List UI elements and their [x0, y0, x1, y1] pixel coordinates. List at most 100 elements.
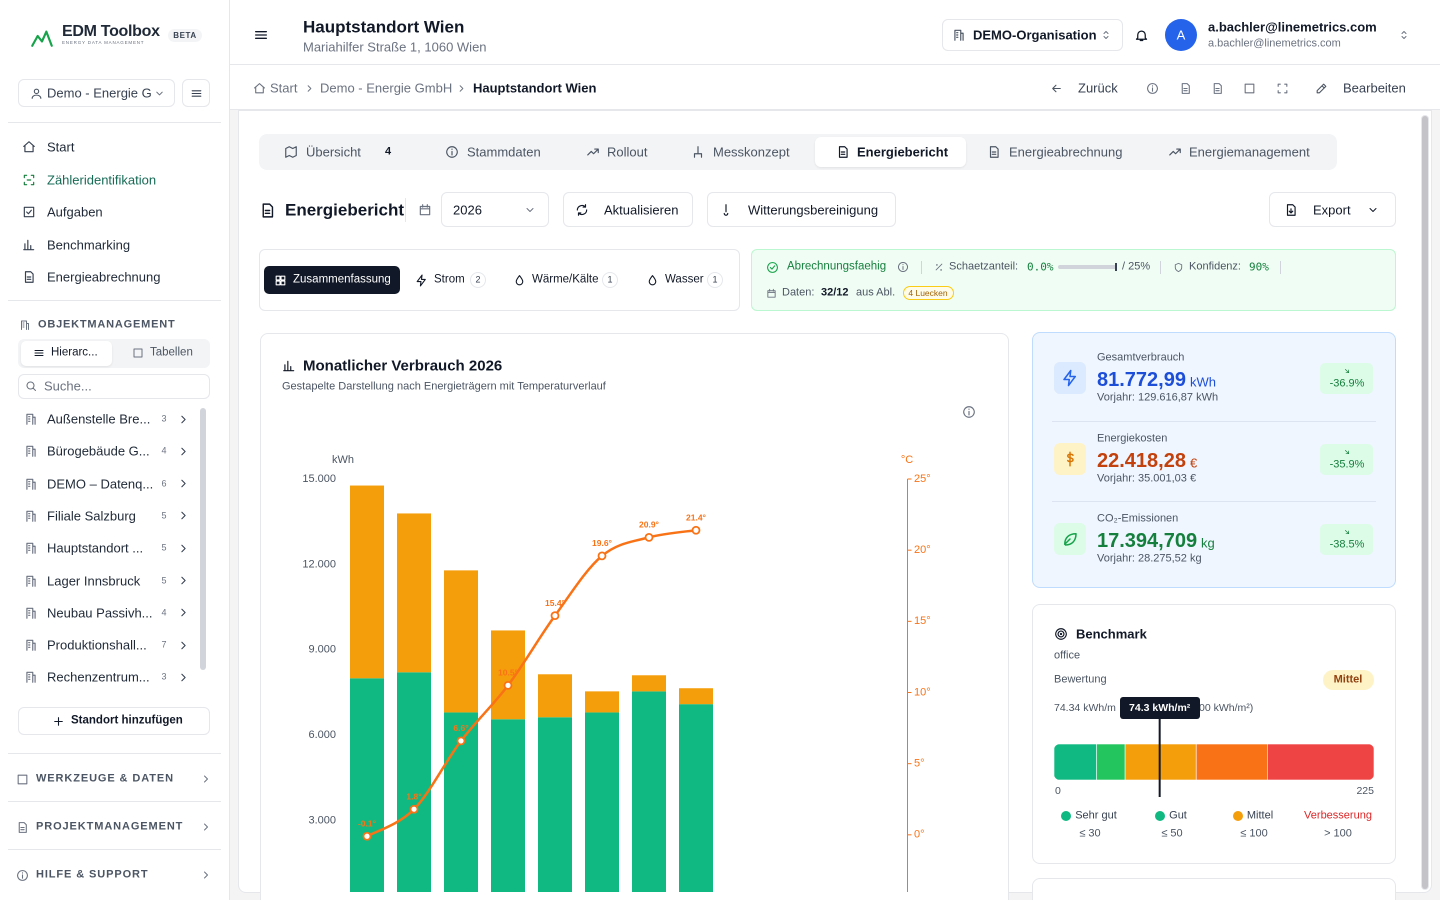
- site-name[interactable]: Lager Innsbruck: [47, 573, 141, 588]
- site-name[interactable]: Hauptstandort ...: [47, 540, 144, 556]
- add-site[interactable]: [18, 707, 210, 735]
- bar: [632, 691, 666, 892]
- site-name[interactable]: DEMO – Datenq...: [47, 476, 154, 492]
- breadcrumb[interactable]: Demo - Energie GmbH: [320, 80, 453, 96]
- legend-label: Sehr gut: [1075, 809, 1117, 822]
- tab[interactable]: Übersicht: [306, 144, 361, 160]
- org-name[interactable]: DEMO-Organisation: [973, 27, 1097, 43]
- filter[interactable]: Wärme/Kälte: [532, 273, 599, 286]
- y-tick-label: 12.000: [302, 558, 336, 570]
- data-value: 32/12: [821, 286, 849, 299]
- icon: [253, 82, 265, 93]
- icon-path: [180, 609, 186, 617]
- report-title: Energiebericht: [285, 200, 405, 220]
- tab[interactable]: Rollout: [607, 144, 648, 160]
- icon: [18, 821, 27, 833]
- filter[interactable]: Wasser: [665, 273, 704, 286]
- nav-item[interactable]: Zähleridentifikation: [47, 172, 157, 188]
- site-count: 6: [161, 478, 167, 489]
- icon: [26, 639, 36, 651]
- section-link[interactable]: PROJEKTMANAGEMENT: [36, 820, 184, 833]
- icon: [23, 174, 35, 186]
- search[interactable]: [18, 374, 210, 399]
- filter-active[interactable]: [264, 266, 400, 294]
- icon: [26, 575, 36, 587]
- estimate-label: Schaetzanteil:: [949, 260, 1019, 273]
- icon-path: [180, 641, 186, 649]
- separator: [1160, 261, 1161, 274]
- nav-item[interactable]: Start: [47, 139, 75, 155]
- tab[interactable]: Energiebericht: [857, 144, 949, 160]
- back-button[interactable]: Zurück: [1078, 80, 1118, 96]
- separator: [921, 261, 922, 274]
- kpi-unit: €: [1190, 455, 1198, 470]
- breadcrumb[interactable]: Start: [270, 80, 298, 96]
- view-tab[interactable]: Tabellen: [150, 346, 193, 359]
- avatar[interactable]: [1165, 19, 1197, 51]
- gaps: 4 Luecken: [908, 287, 948, 298]
- icon-path: [180, 512, 186, 520]
- icon: [1169, 148, 1181, 156]
- count-badge: [707, 272, 723, 288]
- refresh-button[interactable]: [563, 192, 693, 227]
- refresh-text[interactable]: Aktualisieren: [604, 202, 679, 218]
- weather-text[interactable]: Witterungsbereinigung: [748, 202, 879, 218]
- tab[interactable]: Stammdaten: [467, 144, 541, 160]
- tab-active[interactable]: [815, 137, 966, 167]
- nav-item[interactable]: Aufgaben: [47, 204, 103, 220]
- icon: [133, 348, 143, 358]
- tab[interactable]: Messkonzept: [713, 144, 790, 160]
- bar: [538, 674, 572, 718]
- y2-tick-label: 0°: [914, 829, 925, 841]
- filter[interactable]: Zusammenfassung: [293, 273, 391, 286]
- icon-path: [1345, 369, 1349, 373]
- icon: [180, 479, 186, 488]
- site-name[interactable]: Produktionshall...: [47, 637, 147, 653]
- icon-path: [255, 30, 267, 39]
- logo: EDM Toolbox: [62, 23, 160, 40]
- sidebar-toggle[interactable]: [182, 79, 210, 107]
- tab[interactable]: Energiemanagement: [1189, 144, 1310, 160]
- icon-path: [26, 607, 36, 619]
- icon-path: [1181, 82, 1190, 94]
- icon-path: [307, 84, 311, 92]
- site-name[interactable]: Bürogebäude G...: [47, 443, 150, 459]
- site-name[interactable]: Filiale Salzburg: [47, 508, 136, 524]
- site-name[interactable]: Außenstelle Bre...: [47, 411, 151, 427]
- icon-path: [23, 141, 35, 153]
- org-select-text[interactable]: Demo - Energie G: [47, 85, 152, 101]
- icon-path: [155, 91, 163, 95]
- section-link[interactable]: HILFE & SUPPORT: [36, 868, 149, 881]
- year[interactable]: 2026: [453, 202, 482, 218]
- y2-tick-label: 5°: [914, 758, 925, 770]
- icon: [587, 148, 599, 156]
- site-count: 7: [161, 639, 167, 650]
- section-link[interactable]: WERKZEUGE & DATEN: [36, 772, 174, 785]
- temperature-label: 20.9°: [639, 520, 660, 530]
- site-name[interactable]: Neubau Passivh...: [47, 605, 153, 621]
- icon: [693, 146, 703, 158]
- toolbar-icon: [1244, 83, 1254, 93]
- section-heading: OBJEKTMANAGEMENT: [38, 318, 176, 331]
- export-button[interactable]: [1269, 192, 1396, 227]
- nav-item[interactable]: Benchmarking: [47, 237, 131, 253]
- org-switch[interactable]: [942, 19, 1123, 51]
- bar: [632, 675, 666, 692]
- weather-button[interactable]: [707, 192, 896, 227]
- toolbar-icon: [1181, 82, 1190, 94]
- legend-label: Verbesserung: [1304, 809, 1372, 822]
- legend-limit: ≤ 100: [1240, 827, 1268, 840]
- nav-item[interactable]: Energieabrechnung: [47, 269, 161, 285]
- tab[interactable]: Energieabrechnung: [1009, 144, 1123, 160]
- icon-path: [18, 821, 27, 833]
- edit-button[interactable]: Bearbeiten: [1343, 80, 1406, 96]
- year-select[interactable]: [441, 192, 549, 227]
- view-tab[interactable]: Hierarc...: [51, 346, 98, 359]
- add-site-text[interactable]: Standort hinzufügen: [71, 714, 183, 727]
- site-name[interactable]: Rechenzentrum...: [47, 669, 150, 685]
- org-select[interactable]: [18, 79, 175, 107]
- filter[interactable]: Strom: [434, 273, 465, 286]
- export-text[interactable]: Export: [1313, 202, 1351, 218]
- search-placeholder[interactable]: Suche...: [44, 378, 92, 394]
